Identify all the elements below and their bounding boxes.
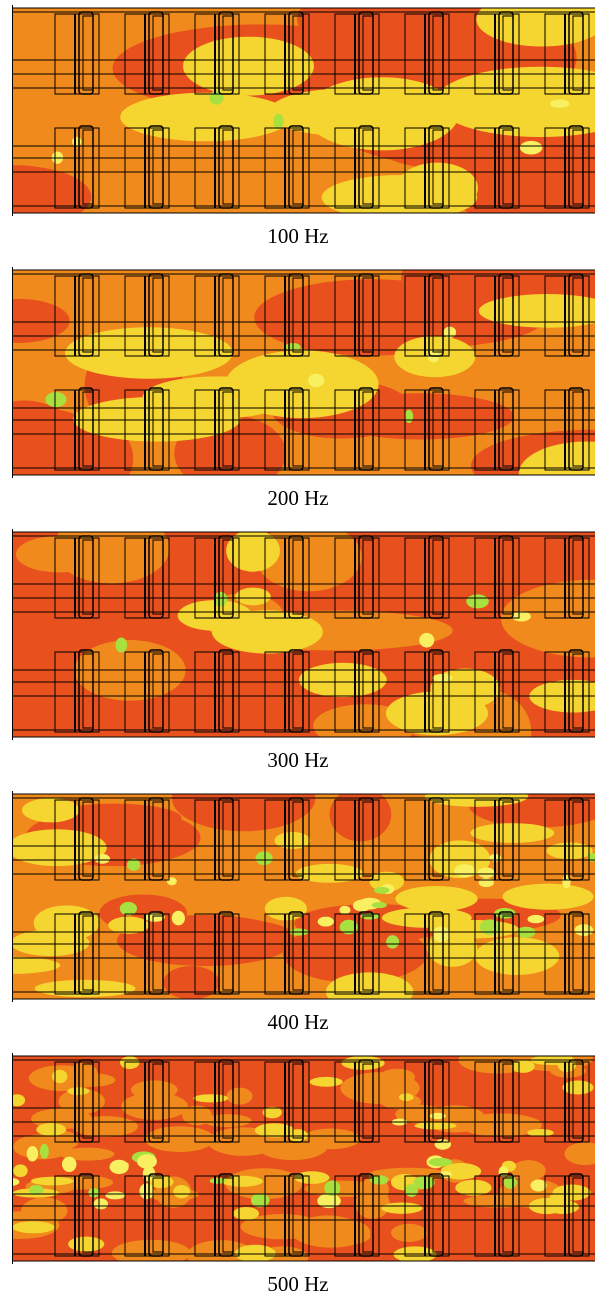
contour-region <box>139 1183 154 1199</box>
contour-region <box>381 1202 422 1213</box>
contour-region <box>11 930 90 956</box>
panel <box>0 227 595 509</box>
contour-region <box>511 1160 546 1181</box>
contour-region <box>419 633 434 648</box>
contour-region <box>110 1160 129 1174</box>
contour-region <box>108 917 149 934</box>
contour-map <box>0 0 595 230</box>
contour-region <box>256 851 273 865</box>
contour-region <box>45 392 66 407</box>
contour-region <box>520 141 543 155</box>
contour-region <box>22 798 80 822</box>
contour-region <box>12 1221 55 1233</box>
contour-region <box>309 1077 342 1087</box>
contour-region <box>52 1070 67 1083</box>
panel <box>12 513 595 775</box>
contour-region <box>131 1080 178 1099</box>
contour-region <box>62 1157 77 1172</box>
contour-region <box>53 513 169 584</box>
contour-region <box>29 1185 44 1195</box>
contour-region <box>318 917 334 927</box>
contour-region <box>115 638 127 653</box>
contour-map <box>0 1046 595 1271</box>
contour-region <box>27 1146 38 1162</box>
contour-region <box>227 1088 253 1105</box>
contour-region <box>145 1126 215 1152</box>
contour-region <box>40 1144 49 1159</box>
contour-region <box>212 610 323 653</box>
contour-region <box>183 37 314 96</box>
contour-region <box>466 594 489 608</box>
panel <box>0 0 595 230</box>
contour-region <box>330 788 392 842</box>
contour-region <box>531 1180 547 1192</box>
contour-region <box>527 915 544 923</box>
contour-region <box>353 900 371 912</box>
contour-region <box>72 1116 138 1137</box>
contour-region <box>13 1164 27 1177</box>
contour-region <box>433 926 450 942</box>
contour-region <box>380 1069 415 1085</box>
contour-region <box>163 966 219 1000</box>
contour-region <box>480 919 500 935</box>
contour-region <box>105 1191 125 1199</box>
contour-region <box>395 886 477 911</box>
contour-region <box>382 908 472 928</box>
contour-region <box>553 1184 591 1200</box>
contour-region <box>7 829 107 866</box>
contour-region <box>173 1185 190 1198</box>
contour-region <box>9 1094 25 1106</box>
contour-region <box>172 911 185 926</box>
panel <box>0 766 595 1012</box>
contour-region <box>512 611 531 621</box>
contour-region <box>405 409 413 423</box>
contour-region <box>94 854 110 864</box>
contour-region <box>454 864 475 877</box>
contour-region <box>399 1093 414 1101</box>
contour-region <box>339 906 350 914</box>
figure: 100 Hz 200 Hz 300 Hz 400 Hz 500 Hz <box>0 0 595 1293</box>
caption: 400 Hz <box>267 1010 328 1034</box>
contour-region <box>308 374 324 388</box>
contour-region <box>233 1207 259 1220</box>
contour-region <box>374 887 389 894</box>
contour-region <box>235 1245 276 1263</box>
contour-region <box>137 1154 157 1169</box>
contour-region <box>88 1188 99 1198</box>
contour-region <box>414 1122 456 1129</box>
caption: 100 Hz <box>267 224 328 248</box>
contour-region <box>120 902 137 916</box>
contour-region <box>372 902 387 908</box>
caption: 300 Hz <box>267 748 328 772</box>
contour-region <box>478 867 495 878</box>
contour-region <box>455 1180 491 1196</box>
contour-region <box>479 878 494 887</box>
contour-region <box>72 137 81 147</box>
page: {"panels": [{"label": "100 Hz"}, {"label… <box>0 0 595 1293</box>
contour-region <box>527 1129 554 1137</box>
contour-region <box>475 937 559 975</box>
contour-region <box>31 1177 74 1186</box>
contour-region <box>93 1198 108 1209</box>
contour-region <box>36 1123 66 1136</box>
contour-region <box>428 1158 452 1167</box>
contour-region <box>550 99 569 108</box>
contour-region <box>391 1224 427 1242</box>
contour-region <box>386 935 399 948</box>
contour-region <box>112 1240 191 1266</box>
contour-region <box>386 691 488 735</box>
caption: 200 Hz <box>267 486 328 510</box>
contour-region <box>221 1176 263 1187</box>
caption: 500 Hz <box>267 1272 328 1293</box>
contour-region <box>203 1114 251 1127</box>
contour-region <box>273 114 283 129</box>
contour-region <box>167 877 177 885</box>
contour-region <box>120 1056 139 1069</box>
contour-region <box>251 1193 270 1207</box>
contour-region <box>502 884 593 910</box>
panel <box>0 1046 595 1271</box>
contour-region <box>209 91 223 105</box>
contour-region <box>574 924 593 936</box>
